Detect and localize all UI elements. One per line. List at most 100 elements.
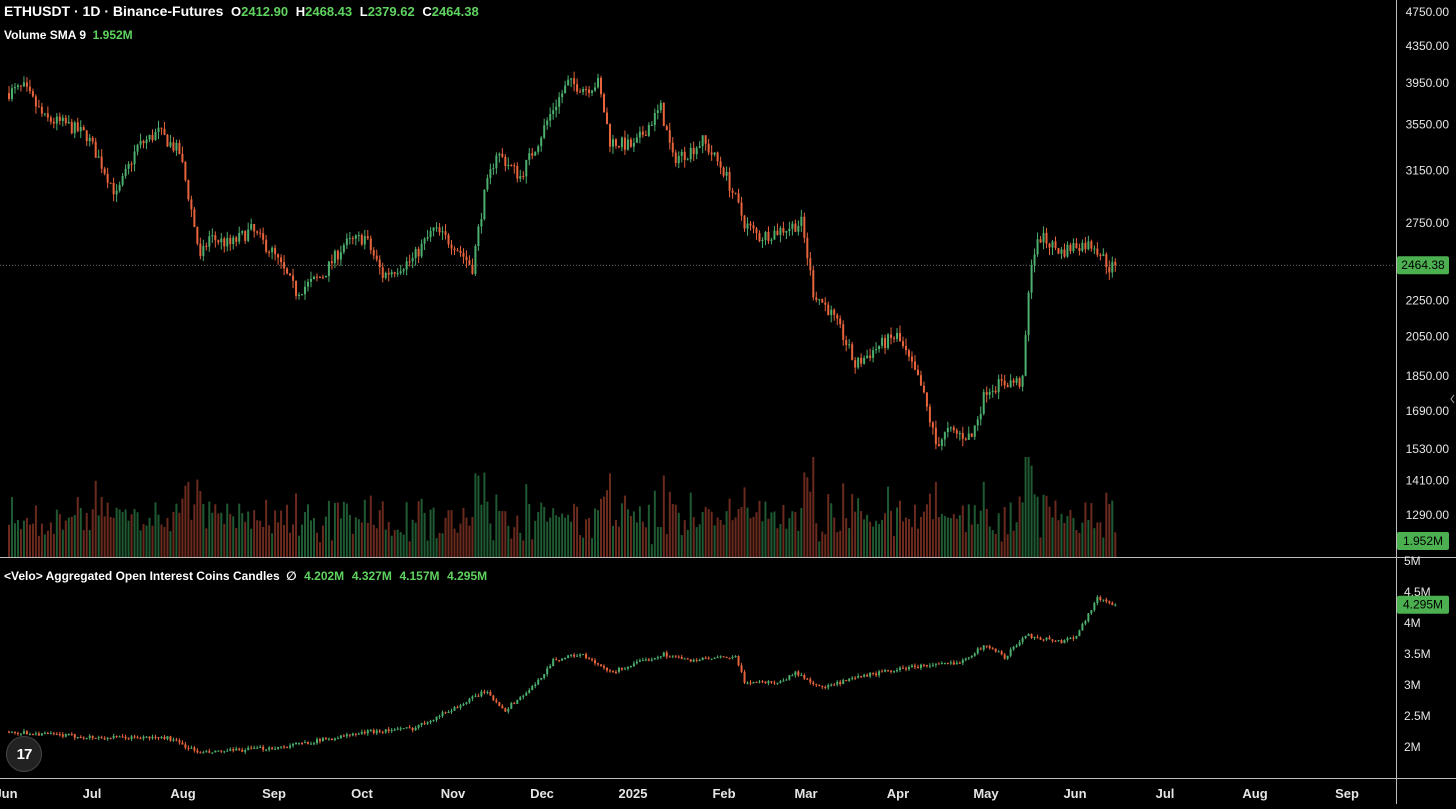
volume-bar <box>289 532 292 557</box>
price-tick-label: 3950.00 <box>1406 76 1450 90</box>
oi-candle <box>967 657 970 659</box>
volume-bar <box>351 533 354 557</box>
oi-candle <box>1099 597 1102 600</box>
oi-candle <box>259 746 262 748</box>
oi-candle <box>809 679 812 683</box>
price-candle <box>833 309 836 315</box>
oi-candle <box>82 737 85 739</box>
oi-candle <box>937 663 940 665</box>
oi-candle <box>363 731 366 734</box>
oi-tick-label: 4M <box>1404 616 1421 630</box>
oi-candle <box>19 733 22 735</box>
volume-bar <box>396 529 399 557</box>
volume-bar <box>256 520 259 557</box>
oi-candle <box>806 678 809 680</box>
volume-bar <box>411 519 414 557</box>
oi-candle <box>549 666 552 669</box>
price-candle <box>124 168 127 177</box>
price-candle <box>842 324 845 340</box>
price-candle <box>854 360 857 368</box>
volume-bar <box>928 493 931 557</box>
price-candle <box>647 125 650 136</box>
volume-bar <box>295 493 298 557</box>
symbol-title[interactable]: ETHUSDT · 1D · Binance-Futures <box>4 3 224 19</box>
price-candle <box>896 332 899 339</box>
price-candle <box>333 250 336 264</box>
volume-bar <box>994 533 997 557</box>
price-candle <box>295 280 298 296</box>
oi-tick-label: 4.5M <box>1404 585 1431 599</box>
price-candle <box>1072 243 1075 252</box>
volume-bar <box>447 510 450 557</box>
price-candle <box>719 161 722 168</box>
oi-candle <box>486 692 489 694</box>
oi-hidden-icon[interactable]: ∅ <box>286 569 297 583</box>
oi-candle <box>348 734 351 736</box>
oi-candle <box>10 731 13 733</box>
tradingview-logo[interactable]: 17 <box>6 736 42 772</box>
volume-bar <box>776 528 779 557</box>
oi-candle <box>384 729 387 733</box>
oi-tick-label: 3.5M <box>1404 647 1431 661</box>
price-candle <box>166 134 169 147</box>
volume-bar <box>881 519 884 557</box>
volume-bar <box>321 525 324 557</box>
price-candle <box>764 231 767 241</box>
oi-candle <box>1039 637 1042 640</box>
oi-candle <box>991 648 994 650</box>
volume-bar <box>190 519 193 557</box>
price-candle <box>815 297 818 300</box>
volume-bar <box>785 528 788 557</box>
price-candle <box>788 228 791 232</box>
price-candle <box>695 147 698 155</box>
price-candle <box>393 272 396 274</box>
price-candle <box>1012 380 1015 383</box>
price-candle <box>148 134 151 140</box>
oi-candle <box>692 659 695 662</box>
volume-bar <box>214 504 217 557</box>
volume-bar <box>791 511 794 557</box>
oi-candle <box>172 739 175 741</box>
time-tick-label: Oct <box>351 786 373 801</box>
oi-candle <box>902 667 904 669</box>
oi-candle <box>1048 637 1051 640</box>
price-candle <box>13 87 16 89</box>
price-candle <box>585 89 588 91</box>
oi-candle <box>492 695 495 701</box>
price-candle <box>1030 265 1033 293</box>
volume-bar <box>570 521 573 557</box>
volume-bar <box>695 527 698 557</box>
volume-legend[interactable]: Volume SMA 9 1.952M <box>4 27 133 42</box>
volume-bar <box>330 540 333 557</box>
oi-legend[interactable]: <Velo> Aggregated Open Interest Coins Ca… <box>4 568 487 583</box>
oi-candle <box>803 675 806 679</box>
price-candle <box>940 439 943 446</box>
price-candle <box>890 334 893 338</box>
oi-candle <box>686 658 689 660</box>
time-tick-label: Nov <box>441 786 466 801</box>
volume-bar <box>306 504 309 557</box>
price-candle <box>1039 239 1042 243</box>
price-candle <box>348 238 351 240</box>
volume-bar <box>555 515 558 557</box>
volume-bar <box>1069 509 1072 557</box>
volume-bar <box>647 504 650 557</box>
oi-candle <box>157 737 160 739</box>
oi-candle <box>1006 655 1009 659</box>
volume-bar <box>1054 500 1057 557</box>
volume-bar <box>124 509 127 557</box>
oi-candle <box>573 654 576 657</box>
oi-candle <box>785 679 788 681</box>
price-candle <box>256 231 259 233</box>
oi-candle <box>480 691 483 697</box>
volume-bar <box>477 475 480 557</box>
oi-candle <box>253 747 256 749</box>
price-candle <box>432 227 435 231</box>
price-candle <box>758 233 761 242</box>
oi-candle <box>399 728 402 730</box>
oi-candle <box>860 675 863 677</box>
volume-bar <box>1108 503 1111 557</box>
oi-candle <box>797 671 800 676</box>
